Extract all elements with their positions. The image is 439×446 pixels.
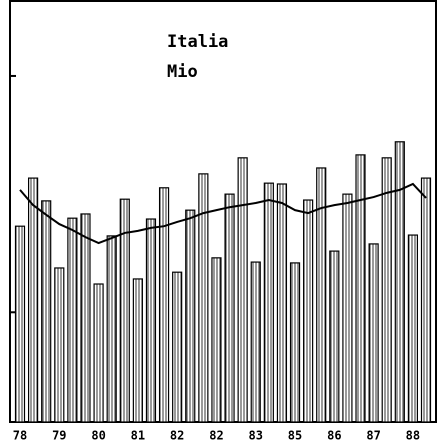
bar <box>289 262 301 423</box>
x-tick-label: 88 <box>406 429 420 443</box>
bar <box>119 198 130 423</box>
bar <box>303 199 314 423</box>
bar <box>342 193 353 423</box>
bar <box>329 250 340 423</box>
bar <box>368 243 379 423</box>
bar <box>80 213 91 423</box>
plot-frame <box>9 0 437 423</box>
bar <box>132 278 143 423</box>
bar <box>185 209 196 423</box>
bar <box>41 200 52 423</box>
x-tick-label: 83 <box>249 429 263 443</box>
bar <box>394 141 405 423</box>
bar <box>27 177 39 423</box>
bar <box>276 183 288 423</box>
bar <box>224 193 235 423</box>
bar <box>198 173 209 423</box>
bar <box>54 267 65 423</box>
x-tick-label: 81 <box>131 429 145 443</box>
x-tick-label: 82 <box>170 429 184 443</box>
x-tick-label: 78 <box>13 429 27 443</box>
chart-subtitle: Mio <box>167 62 198 82</box>
x-tick-label: 86 <box>327 429 341 443</box>
x-tick-label: 87 <box>366 429 380 443</box>
chart-title: Italia <box>167 32 228 52</box>
bar <box>316 167 327 423</box>
bar <box>145 218 157 423</box>
x-tick-label: 80 <box>91 429 105 443</box>
bar <box>93 283 104 423</box>
bar <box>420 177 432 423</box>
bar <box>263 182 274 423</box>
x-tick-label: 79 <box>52 429 66 443</box>
bar <box>106 235 117 423</box>
bar <box>211 257 222 423</box>
x-tick-label: 85 <box>288 429 302 443</box>
bar <box>158 187 170 423</box>
bar <box>237 157 248 423</box>
bar <box>355 154 366 423</box>
trend-line <box>19 182 427 245</box>
bar <box>14 225 26 423</box>
x-tick-label: 82 <box>209 429 223 443</box>
bar <box>407 234 419 423</box>
bar <box>172 271 183 423</box>
bar <box>67 217 78 423</box>
bar <box>381 157 392 423</box>
bar <box>250 261 261 423</box>
